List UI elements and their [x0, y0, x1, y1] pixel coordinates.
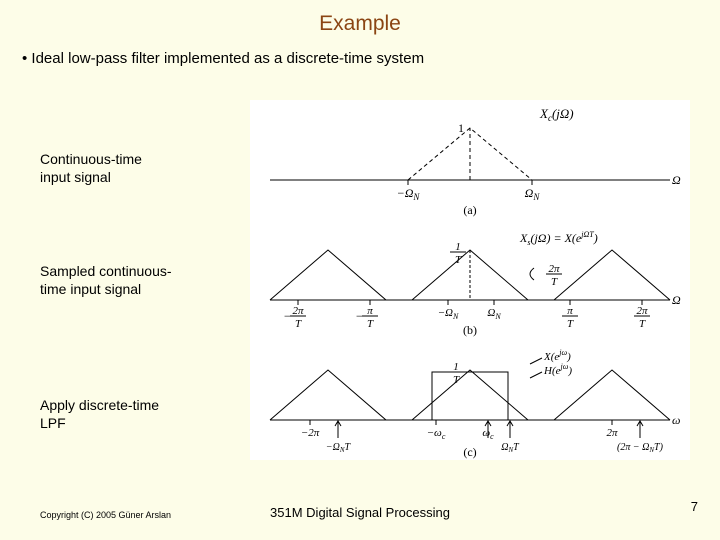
svg-text:Ω: Ω: [672, 173, 681, 187]
svg-text:ΩN: ΩN: [487, 307, 501, 321]
svg-text:T: T: [639, 318, 646, 330]
copyright-text: Copyright (C) 2005 Güner Arslan: [40, 510, 171, 520]
slide-bullet: • Ideal low-pass filter implemented as a…: [0, 36, 720, 67]
svg-text:T: T: [455, 254, 462, 266]
svg-text:X(ejω): X(ejω): [543, 348, 571, 363]
svg-text:T: T: [367, 318, 374, 330]
svg-text:2π: 2π: [292, 305, 304, 317]
svg-text:ω: ω: [672, 413, 680, 427]
svg-text:(c): (c): [463, 445, 476, 459]
svg-text:T: T: [295, 318, 302, 330]
svg-text:−ωc: −ωc: [427, 427, 446, 441]
svg-text:ΩN: ΩN: [525, 186, 541, 202]
label-panel-b: Sampled continuous-time input signal: [40, 262, 172, 298]
svg-text:1: 1: [453, 361, 459, 373]
page-number: 7: [691, 499, 698, 514]
svg-text:Ω: Ω: [672, 293, 681, 307]
spectrum-diagram: 1Xc(jΩ)−ΩNΩNΩ(a)1TXs(jΩ) = X(ejΩT)2πT−2π…: [250, 100, 690, 460]
svg-text:−2π: −2π: [301, 427, 320, 439]
svg-text:−: −: [356, 309, 363, 323]
svg-text:Xc(jΩ): Xc(jΩ): [539, 106, 574, 123]
svg-text:ΩNT: ΩNT: [501, 442, 520, 454]
svg-text:(a): (a): [463, 203, 476, 217]
label-panel-c: Apply discrete-timeLPF: [40, 396, 159, 432]
svg-text:T: T: [551, 276, 558, 288]
svg-text:ωc: ωc: [482, 427, 494, 441]
svg-text:π: π: [567, 305, 573, 317]
svg-text:−: −: [284, 309, 291, 323]
svg-text:H(ejω): H(ejω): [543, 362, 572, 377]
svg-text:−ΩN: −ΩN: [397, 186, 421, 202]
svg-text:2π: 2π: [606, 427, 618, 439]
svg-text:2π: 2π: [636, 305, 648, 317]
svg-text:1: 1: [458, 121, 464, 135]
svg-text:−ΩN: −ΩN: [438, 307, 459, 321]
svg-text:1: 1: [455, 241, 461, 253]
svg-text:T: T: [567, 318, 574, 330]
course-name: 351M Digital Signal Processing: [270, 505, 450, 520]
svg-text:π: π: [367, 305, 373, 317]
label-panel-a: Continuous-timeinput signal: [40, 150, 142, 186]
svg-text:Xs(jΩ) = X(ejΩT): Xs(jΩ) = X(ejΩT): [519, 230, 598, 247]
svg-text:(b): (b): [463, 323, 477, 337]
svg-text:(2π − ΩNT): (2π − ΩNT): [617, 442, 664, 454]
svg-text:T: T: [453, 374, 460, 386]
slide-title: Example: [0, 0, 720, 36]
svg-text:−ΩNT: −ΩNT: [326, 442, 352, 454]
svg-text:2π: 2π: [548, 263, 560, 275]
